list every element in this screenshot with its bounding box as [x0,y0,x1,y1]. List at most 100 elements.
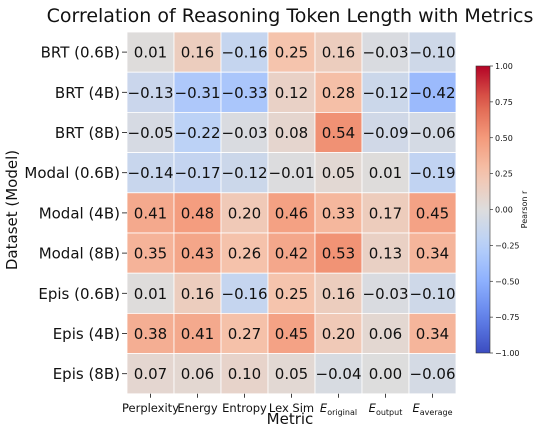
column-label: Lex Sim [269,401,314,415]
heatmap-cell [173,152,222,194]
heatmap-cell [220,112,269,154]
cell-value-label: 0.41 [181,325,214,343]
y-axis-label: Dataset (Model) [3,150,21,270]
cell-value-label: 0.25 [275,285,308,303]
heatmap-cell [126,192,175,234]
cell-value-label: 0.38 [134,325,167,343]
cell-value-label: −0.03 [222,124,268,142]
cell-value-label: −0.42 [410,84,456,102]
cell-value-label: −0.16 [222,285,268,303]
cell-value-label: −0.05 [128,124,174,142]
heatmap-cell [314,272,363,314]
row-label: BRT (8B) [55,124,120,142]
heatmap-cell [314,112,363,154]
column-label: Energy [177,401,217,415]
cell-value-label: 0.35 [134,245,167,263]
colorbar-tick-label: 0.25 [495,170,513,179]
chart-title: Correlation of Reasoning Token Length wi… [47,5,534,27]
colorbar-tick-label: 1.00 [495,62,513,71]
colorbar-tick-label: 0.75 [495,98,513,107]
cell-value-label: 0.01 [369,164,402,182]
heatmap-cell [267,312,316,354]
cell-value-label: 0.16 [181,44,214,62]
heatmap-cell [267,232,316,274]
heatmap-cell [173,112,222,154]
cell-value-label: 0.12 [275,84,308,102]
heatmap-cell [314,353,363,395]
colorbar-label: Pearson r [520,190,529,228]
row-label: Modal (4B) [39,204,120,222]
cell-value-label: −0.31 [175,84,221,102]
cell-value-label: −0.03 [363,44,409,62]
row-label: Modal (8B) [39,245,120,263]
cell-value-label: 0.01 [134,285,167,303]
cell-value-label: −0.09 [363,124,409,142]
row-label: Epis (8B) [53,365,120,383]
heatmap-cell [408,112,457,154]
cell-value-label: −0.13 [128,84,174,102]
row-label: Modal (0.6B) [24,164,120,182]
cell-value-label: −0.10 [410,44,456,62]
heatmap-cell [314,71,363,113]
cell-value-label: −0.19 [410,164,456,182]
heatmap-cell [408,152,457,194]
cell-value-label: 0.41 [134,204,167,222]
column-label: Eaverage [412,401,452,417]
row-label: Epis (0.6B) [38,285,120,303]
cell-value-label: 0.33 [322,204,355,222]
cell-value-label: 0.06 [181,365,214,383]
heatmap-cell [361,112,410,154]
heatmap-cell [220,192,269,234]
row-label: BRT (0.6B) [41,44,120,62]
cell-value-label: 0.10 [228,365,261,383]
cell-value-label: 0.13 [369,245,402,263]
heatmap-cell [173,312,222,354]
colorbar-gradient [475,65,491,354]
cell-value-label: 0.25 [275,44,308,62]
heatmap-cell [126,152,175,194]
cell-value-label: −0.06 [410,124,456,142]
heatmap-cell [408,71,457,113]
heatmap-cell [408,312,457,354]
cell-value-label: 0.42 [275,245,308,263]
heatmap-cell [314,232,363,274]
colorbar-tick-label: −0.75 [495,313,520,322]
cell-value-label: 0.00 [369,365,402,383]
cell-value-label: −0.06 [410,365,456,383]
column-label: Eoutput [369,401,403,417]
cell-value-label: 0.05 [322,164,355,182]
cell-value-label: −0.10 [410,285,456,303]
cell-value-label: −0.22 [175,124,221,142]
cell-value-label: −0.14 [128,164,174,182]
row-label: BRT (4B) [55,84,120,102]
cell-value-label: 0.16 [181,285,214,303]
heatmap-cell [314,312,363,354]
heatmap-cell [220,31,269,73]
heatmap-cell [220,272,269,314]
cell-value-label: 0.48 [181,204,214,222]
cell-value-label: −0.12 [363,84,409,102]
cell-value-label: 0.16 [322,44,355,62]
colorbar-tick-label: −0.25 [495,241,520,250]
heatmap-cell [126,232,175,274]
row-label: Epis (4B) [53,325,120,343]
cell-value-label: −0.01 [269,164,315,182]
cell-value-label: 0.43 [181,245,214,263]
cell-value-label: −0.04 [316,365,362,383]
x-axis-label: Metric [267,410,314,428]
heatmap-cell [126,312,175,354]
heatmap-cell [220,353,269,395]
cell-value-label: 0.05 [275,365,308,383]
colorbar-tick-label: 0.50 [495,134,513,143]
cell-value-label: −0.33 [222,84,268,102]
cell-value-label: 0.20 [228,204,261,222]
cell-value-label: 0.07 [134,365,167,383]
cell-value-label: 0.17 [369,204,402,222]
cell-value-label: 0.45 [275,325,308,343]
colorbar-tick-label: −1.00 [495,349,520,358]
cell-value-label: 0.01 [134,44,167,62]
cell-value-label: 0.28 [322,84,355,102]
cell-value-label: 0.27 [228,325,261,343]
colorbar-tick-label: 0.00 [495,206,513,215]
cell-value-label: 0.45 [416,204,449,222]
